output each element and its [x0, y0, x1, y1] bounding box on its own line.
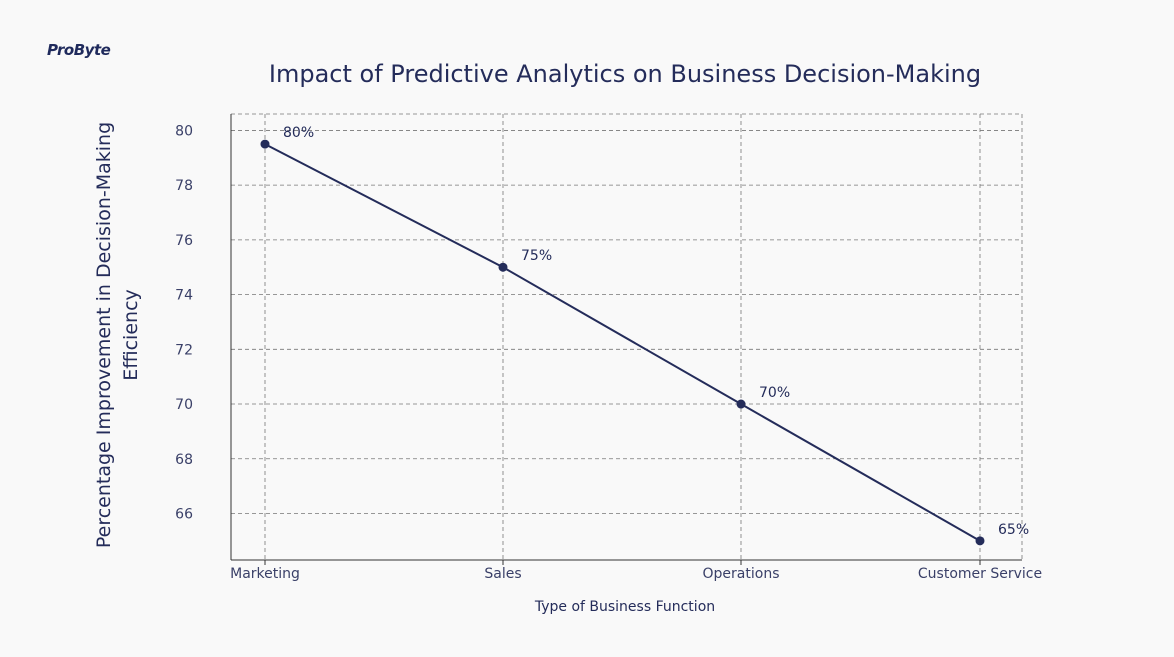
- data-label: 80%: [283, 125, 314, 141]
- y-axis-title-line: Percentage Improvement in Decision-Makin…: [93, 122, 115, 548]
- data-label: 65%: [998, 522, 1029, 538]
- probyte-logo: ProByte: [47, 41, 111, 59]
- data-label: 70%: [759, 385, 790, 401]
- y-tick-label: 72: [175, 342, 193, 358]
- data-point: [498, 262, 508, 272]
- y-tick-label: 80: [175, 123, 193, 139]
- x-tick-label: Customer Service: [918, 566, 1042, 582]
- series-line: [264, 143, 981, 542]
- x-tick-label: Sales: [484, 566, 521, 582]
- y-tick-label: 70: [175, 397, 193, 413]
- y-tick-label: 66: [175, 506, 193, 522]
- y-tick-label: 74: [175, 288, 193, 304]
- data-label: 75%: [521, 248, 552, 264]
- x-tick-label: Marketing: [230, 566, 300, 582]
- y-tick-label: 68: [175, 452, 193, 468]
- x-tick-label: Operations: [703, 566, 780, 582]
- data-point: [975, 536, 985, 546]
- y-tick-label: 76: [175, 233, 193, 249]
- data-point: [736, 399, 746, 409]
- data-point: [260, 139, 270, 149]
- y-axis-title: Percentage Improvement in Decision-Makin…: [93, 122, 142, 548]
- y-axis-title-line: Efficiency: [120, 289, 142, 381]
- y-tick-label: 78: [175, 178, 193, 194]
- x-axis-title: Type of Business Function: [534, 599, 715, 615]
- chart-title: Impact of Predictive Analytics on Busine…: [268, 60, 982, 88]
